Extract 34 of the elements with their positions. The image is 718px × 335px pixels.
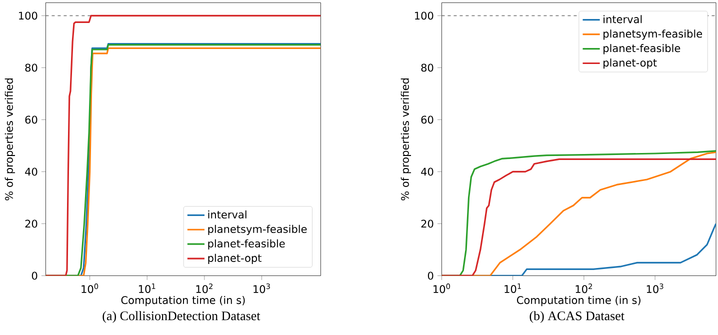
text: (b) ACAS Dataset [530, 311, 624, 323]
legend-label: interval [604, 15, 642, 24]
y-tick-label: 40 [421, 168, 434, 176]
y-tick-label: 100 [19, 12, 38, 20]
x-tick-label: 10$^{1}$ [504, 283, 521, 293]
x-axis-title: Computation time (in s) [516, 296, 640, 306]
y-tick-label: 40 [25, 168, 38, 176]
x-axis-title: Computation time (in s) [121, 296, 245, 306]
legend-label: planet-feasible [208, 239, 285, 250]
y-tick-label: 80 [25, 64, 38, 72]
y-tick-label: 60 [25, 116, 38, 124]
y-axis-title: % of properties verified [4, 78, 15, 200]
legend-label: planetsym-feasible [208, 224, 307, 236]
legend-label: planet-opt [604, 58, 657, 69]
legend-label: planet-opt [208, 254, 262, 264]
x-tick-label: 10$^{3}$ [254, 284, 270, 294]
y-tick-label: 60 [421, 116, 434, 124]
y-tick-label: 20 [421, 220, 434, 228]
x-tick-label: 10$^{2}$ [576, 284, 592, 294]
legend-label: planet-feasible [604, 44, 680, 54]
y-tick-label: 80 [421, 64, 434, 72]
y-tick-label: 0 [32, 272, 38, 280]
text: (a) CollisionDetection Dataset [102, 311, 260, 323]
x-tick-label: 10$^{0}$ [82, 284, 98, 294]
legend-label: planetsym-feasible [604, 30, 702, 40]
legend-label: interval [208, 210, 246, 219]
x-tick-label: 10$^{1}$ [138, 283, 156, 293]
x-tick-label: 10$^{3}$ [646, 284, 664, 294]
x-tick-label: 10$^{2}$ [196, 284, 212, 294]
y-tick-label: 0 [428, 272, 434, 280]
y-tick-label: 20 [25, 220, 38, 228]
y-axis-title: % of properties verified [400, 78, 411, 200]
y-tick-label: 100 [415, 12, 434, 20]
x-tick-label: 10$^{0}$ [434, 284, 450, 294]
